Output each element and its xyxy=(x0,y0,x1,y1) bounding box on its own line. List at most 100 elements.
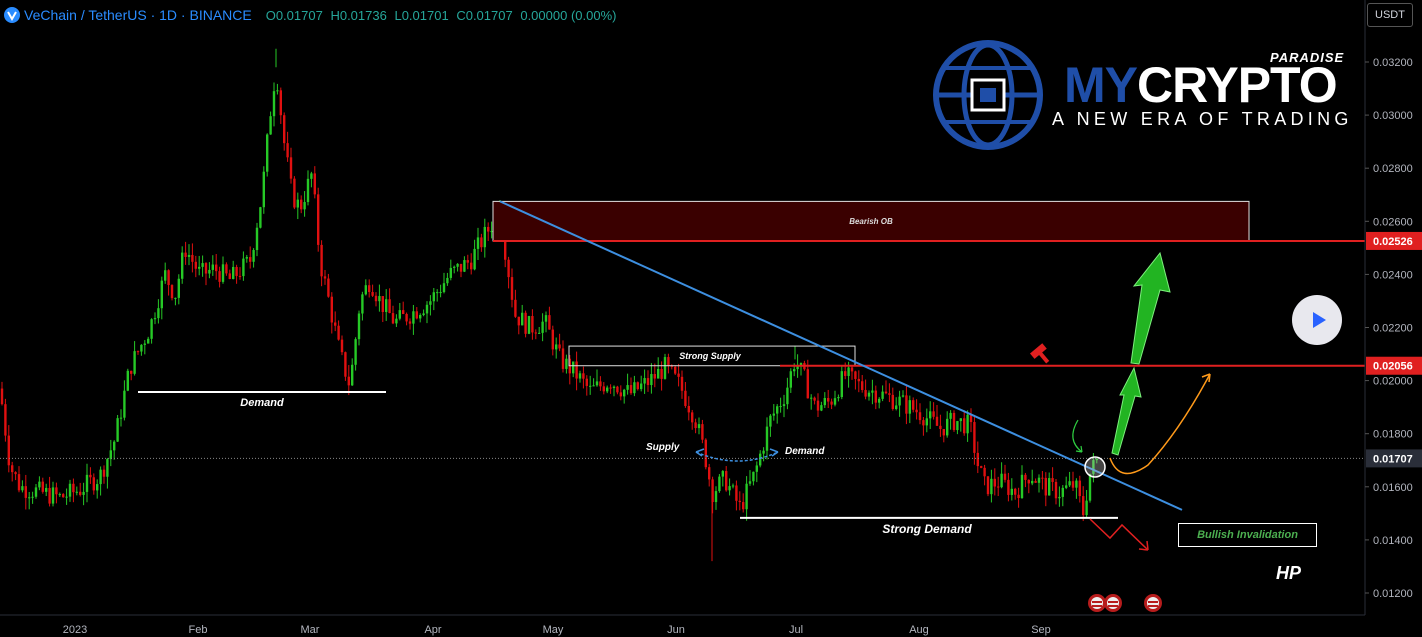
price-axis[interactable]: 0.03200 0.03000 0.02800 0.02600 0.02400 0.022… xyxy=(1365,57,1422,600)
time-tick-label: Aug xyxy=(909,624,929,636)
candle-body xyxy=(626,385,629,390)
candle-body xyxy=(735,485,738,501)
us-event-icon[interactable] xyxy=(1144,594,1162,612)
candle-body xyxy=(629,385,633,394)
candle-body xyxy=(538,332,541,334)
candle-body xyxy=(612,386,616,389)
candle-body xyxy=(864,389,867,397)
play-button[interactable] xyxy=(1292,295,1342,345)
candle-body xyxy=(1054,481,1058,499)
candle-body xyxy=(837,397,840,399)
supply-label: Supply xyxy=(646,442,680,453)
candle-body xyxy=(782,404,786,407)
candle-body xyxy=(956,421,959,431)
candle-body xyxy=(55,487,58,495)
candle-body xyxy=(272,91,276,117)
candle-body xyxy=(487,226,490,232)
candle-body xyxy=(674,366,677,374)
candle-body xyxy=(891,394,894,410)
candle-body xyxy=(235,266,238,276)
candle-body xyxy=(748,481,752,484)
candle-body xyxy=(793,369,796,372)
candle-body xyxy=(813,397,816,401)
candle-body xyxy=(130,370,133,374)
candle-body xyxy=(1024,474,1027,480)
price-tag-label: 0.02526 xyxy=(1373,236,1413,248)
candle-body xyxy=(109,450,112,460)
candle-body xyxy=(334,322,337,326)
hammer-icon xyxy=(1030,343,1050,364)
candle-body xyxy=(986,476,990,495)
swap-arrow-left xyxy=(695,448,705,457)
candle-body xyxy=(289,157,293,179)
candle-body xyxy=(949,412,952,419)
candle-body xyxy=(990,478,993,495)
candle-body xyxy=(939,425,942,430)
candle-body xyxy=(177,278,180,298)
candle-body xyxy=(929,411,932,419)
candle-body xyxy=(269,116,272,135)
candle-body xyxy=(912,400,915,410)
candle-body xyxy=(218,271,221,282)
candle-body xyxy=(728,486,731,491)
candle-body xyxy=(249,257,252,262)
time-axis[interactable]: 2023 Feb Mar Apr May Jun Jul Aug Sep xyxy=(63,624,1051,636)
candle-body xyxy=(368,285,371,293)
candle-body xyxy=(830,401,833,405)
candle-body xyxy=(459,263,463,272)
candle-body xyxy=(28,497,31,499)
candle-body xyxy=(687,405,690,413)
candle-body xyxy=(133,351,136,374)
candle-body xyxy=(765,426,769,451)
candle-body xyxy=(908,400,911,414)
play-icon xyxy=(1312,312,1326,328)
candle-body xyxy=(405,313,408,322)
candle-body xyxy=(34,487,38,497)
candle-body xyxy=(847,367,850,376)
candle-body xyxy=(211,264,214,270)
us-event-icon[interactable] xyxy=(1104,594,1122,612)
currency-button[interactable]: USDT xyxy=(1367,3,1413,27)
candle-body xyxy=(310,173,313,179)
candle-body xyxy=(1088,473,1092,501)
candle-body xyxy=(983,467,986,477)
swap-arrow-right xyxy=(769,448,779,457)
candle-body xyxy=(806,369,809,399)
candle-body xyxy=(1034,480,1037,483)
candle-body xyxy=(721,471,724,477)
candle-body xyxy=(963,418,966,434)
candle-body xyxy=(147,338,150,344)
symbol-title[interactable]: VeChain / TetherUS · 1D · BINANCE xyxy=(24,7,252,23)
candle-body xyxy=(58,494,61,496)
price-tag-label: 0.02056 xyxy=(1373,361,1413,373)
price-tag xyxy=(1366,356,1422,375)
candle-body xyxy=(201,263,204,267)
candle-body xyxy=(0,388,4,405)
candle-body xyxy=(517,316,520,326)
candle-body xyxy=(361,294,364,314)
candle-body xyxy=(119,417,123,419)
candle-body xyxy=(266,134,269,172)
candle-body xyxy=(725,471,728,491)
descending-trendline[interactable] xyxy=(499,200,1183,511)
candle-body xyxy=(993,478,996,487)
candle-body xyxy=(252,250,255,262)
candle-body xyxy=(391,313,395,324)
candle-body xyxy=(51,487,55,504)
candle-body xyxy=(395,318,398,324)
candle-body xyxy=(973,422,976,453)
us-event-icon[interactable] xyxy=(1088,594,1106,612)
candle-body xyxy=(558,344,561,349)
candle-body xyxy=(871,390,874,393)
candle-body xyxy=(476,237,480,249)
candle-body xyxy=(187,254,191,257)
candle-body xyxy=(714,491,718,503)
candle-body xyxy=(456,263,459,267)
candle-body xyxy=(303,202,306,210)
candle-body xyxy=(473,248,476,270)
price-tick-label: 0.01600 xyxy=(1373,482,1413,494)
candle-body xyxy=(616,386,619,393)
red-down-arrow xyxy=(1089,518,1149,551)
candle-body xyxy=(976,452,979,467)
